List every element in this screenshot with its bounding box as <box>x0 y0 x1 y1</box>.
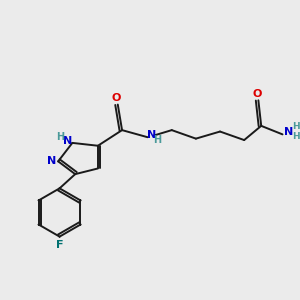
Text: H: H <box>292 122 300 131</box>
Text: F: F <box>56 240 63 250</box>
Text: O: O <box>112 93 121 103</box>
Text: H: H <box>292 132 300 141</box>
Text: H: H <box>56 132 64 142</box>
Text: N: N <box>147 130 156 140</box>
Text: O: O <box>252 89 262 99</box>
Text: N: N <box>63 136 72 146</box>
Text: N: N <box>284 127 293 136</box>
Text: N: N <box>47 156 56 167</box>
Text: H: H <box>154 135 162 145</box>
